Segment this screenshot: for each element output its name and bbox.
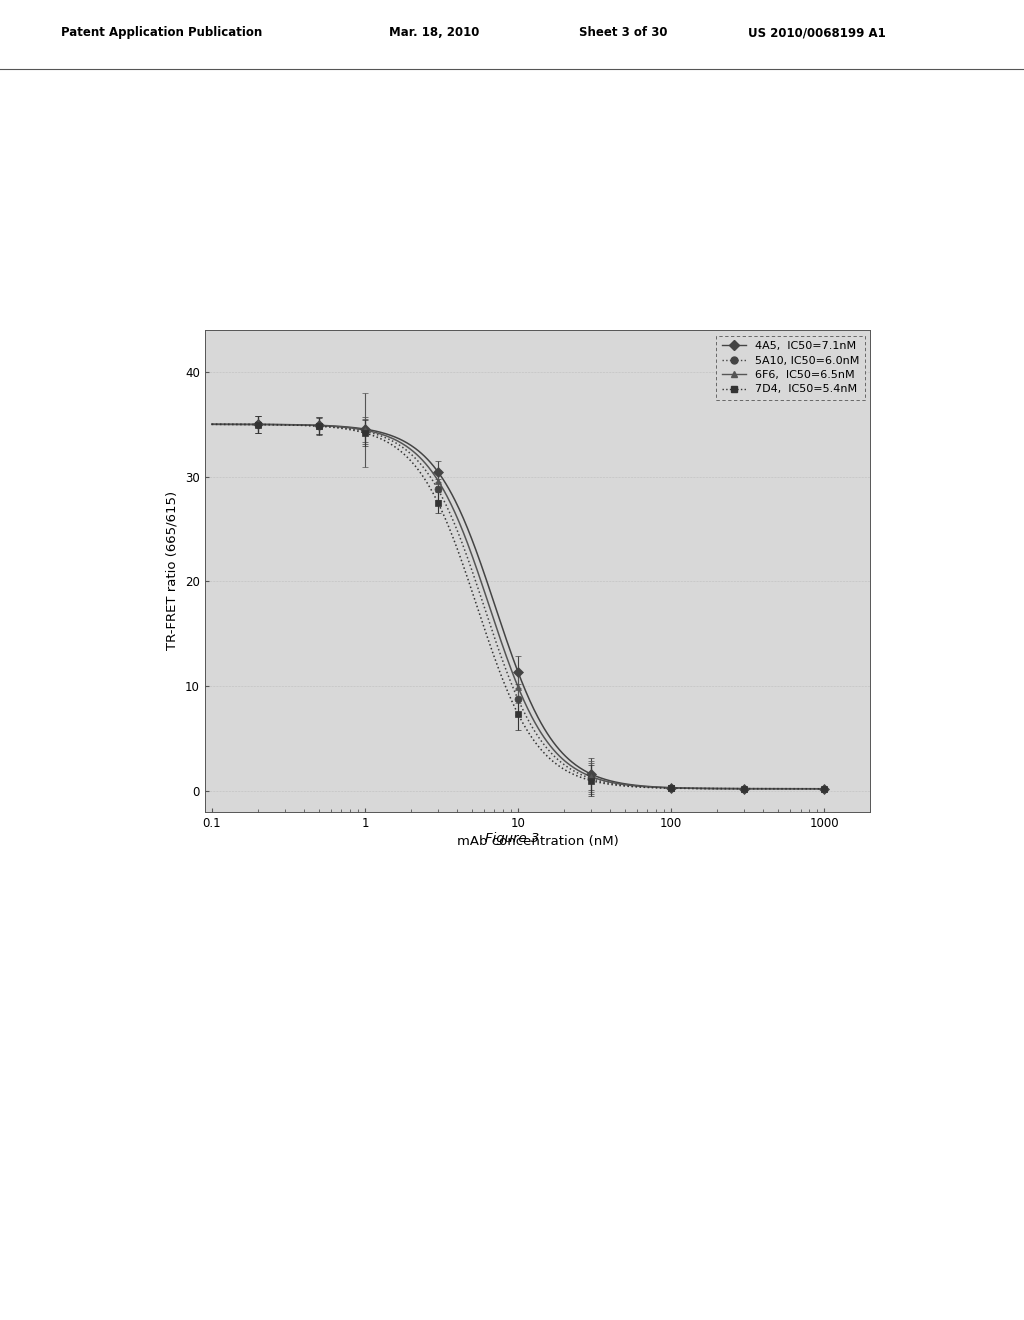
Text: Mar. 18, 2010: Mar. 18, 2010 xyxy=(389,26,479,40)
Text: Patent Application Publication: Patent Application Publication xyxy=(61,26,263,40)
Text: Figure 3: Figure 3 xyxy=(485,832,539,845)
Text: Sheet 3 of 30: Sheet 3 of 30 xyxy=(579,26,667,40)
X-axis label: mAb concentration (nM): mAb concentration (nM) xyxy=(457,836,618,849)
Y-axis label: TR-FRET ratio (665/615): TR-FRET ratio (665/615) xyxy=(165,491,178,651)
Legend: 4A5,  IC50=7.1nM, 5A10, IC50=6.0nM, 6F6,  IC50=6.5nM, 7D4,  IC50=5.4nM: 4A5, IC50=7.1nM, 5A10, IC50=6.0nM, 6F6, … xyxy=(716,335,865,400)
Text: US 2010/0068199 A1: US 2010/0068199 A1 xyxy=(748,26,886,40)
